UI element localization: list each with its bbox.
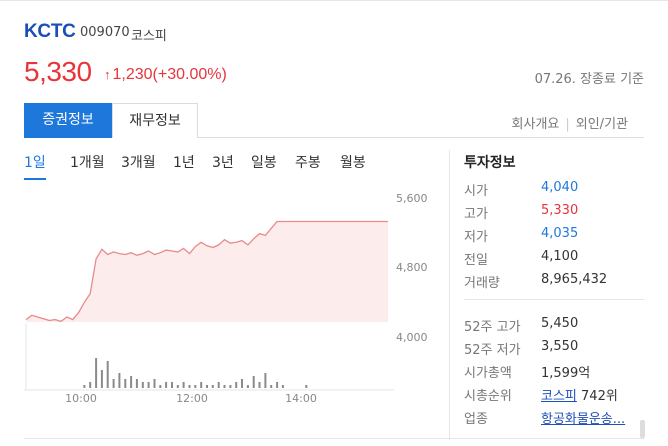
volume-bar [200, 382, 203, 388]
week52-low-label: 52주 저가 [464, 343, 521, 358]
volume-bar [118, 373, 121, 388]
high-label: 고가 [464, 207, 488, 222]
volume-bar [159, 385, 162, 388]
period-3year[interactable]: 3년 [212, 155, 234, 171]
volume-bar [206, 385, 208, 388]
period-daily[interactable]: 일봉 [251, 155, 277, 171]
price-area-fill [26, 221, 388, 322]
volume-bar [229, 385, 232, 388]
volume-bar [124, 379, 127, 388]
volume-bar [194, 385, 197, 388]
bottom-divider [24, 438, 644, 439]
tab-securities-info[interactable]: 증권정보 [24, 103, 112, 138]
stock-market: 코스피 [131, 29, 167, 44]
volume-value: 8,965,432 [541, 272, 608, 287]
high-value: 5,330 [541, 203, 579, 218]
period-1month[interactable]: 1개월 [70, 155, 105, 171]
tab-links: 회사개요 | 외인/기관 [512, 113, 628, 132]
volume-bar [264, 373, 267, 388]
price-chart[interactable]: 5,600 4,800 4,000 10:00 12:00 14:00 [24, 180, 444, 410]
link-separator: | [565, 117, 570, 132]
industry-value: 항공화물운송... [541, 408, 625, 427]
investment-info-title: 투자정보 [464, 155, 516, 171]
prev-close-label: 전일 [464, 253, 488, 268]
volume-bar [95, 358, 98, 388]
volume-bar [258, 382, 261, 388]
volume-bar [89, 382, 92, 388]
company-overview-link[interactable]: 회사개요 [511, 117, 560, 132]
volume-bar [188, 385, 191, 388]
volume-bar [100, 370, 103, 388]
volume-bar [130, 376, 133, 388]
volume-bar [276, 382, 279, 388]
x-tick-label: 10:00 [65, 392, 97, 405]
volume-bar [106, 361, 109, 388]
market-cap-label: 시가총액 [464, 366, 512, 381]
volume-bar [153, 379, 156, 388]
week52-high-value: 5,450 [541, 316, 579, 331]
vertical-divider [449, 150, 450, 440]
info-tabs: 증권정보 재무정보 회사개요 | 외인/기관 [24, 103, 644, 138]
price-change-value: 1,230(+30.00%) [112, 66, 227, 83]
price-line [25, 220, 388, 323]
rank-number: 742위 [581, 389, 618, 404]
volume-bar [246, 385, 249, 388]
current-price: 5,330 [24, 56, 92, 87]
volume-bar [171, 382, 173, 388]
stock-name[interactable]: KCTC [24, 21, 76, 42]
volume-bar [235, 382, 238, 388]
as-of-date: 07.26. 장종료 기준 [534, 72, 644, 87]
volume-bar [252, 376, 255, 388]
volume-bar [147, 382, 150, 388]
info-divider [464, 299, 644, 300]
week52-high-label: 52주 고가 [464, 320, 521, 335]
tab-financial-info[interactable]: 재무정보 [112, 103, 198, 138]
volume-bar [83, 385, 86, 388]
scrollbar[interactable] [640, 420, 645, 438]
market-cap-value: 1,599억 [541, 366, 591, 381]
x-tick-label: 14:00 [285, 392, 317, 405]
volume-bar [305, 385, 308, 388]
volume-bar [165, 382, 168, 388]
volume-bar [141, 382, 144, 388]
volume-bar [223, 385, 226, 388]
period-1year[interactable]: 1년 [173, 155, 195, 171]
y-tick-label: 5,600 [396, 192, 428, 205]
open-label: 시가 [464, 184, 488, 199]
period-3month[interactable]: 3개월 [121, 155, 156, 171]
y-tick-label: 4,800 [396, 261, 428, 274]
stock-code: 009070 [80, 25, 130, 40]
low-label: 저가 [464, 230, 488, 245]
period-weekly[interactable]: 주봉 [295, 155, 321, 171]
volume-bar [241, 379, 243, 388]
foreign-institution-link[interactable]: 외인/기관 [575, 117, 628, 132]
top-divider [0, 0, 668, 1]
arrow-up-icon: ↑ [104, 67, 111, 82]
volume-label: 거래량 [464, 276, 500, 291]
volume-bar [112, 379, 115, 388]
open-value: 4,040 [541, 180, 579, 195]
volume-bar [135, 379, 138, 388]
volume-bar [176, 385, 179, 388]
low-value: 4,035 [541, 226, 579, 241]
x-tick-label: 12:00 [176, 392, 208, 405]
volume-bar [182, 382, 185, 388]
period-1day[interactable]: 1일 [24, 152, 46, 180]
industry-label: 업종 [464, 412, 488, 427]
market-cap-rank-label: 시총순위 [464, 389, 512, 404]
volume-bar [211, 385, 214, 388]
period-monthly[interactable]: 월봉 [340, 155, 366, 171]
week52-low-value: 3,550 [541, 339, 579, 354]
prev-close-value: 4,100 [541, 249, 579, 264]
market-cap-rank-value: 코스피 742위 [541, 385, 618, 404]
industry-link[interactable]: 항공화물운송... [541, 412, 626, 427]
rank-market-link[interactable]: 코스피 [541, 389, 577, 404]
volume-bar [270, 385, 273, 388]
volume-bar [217, 382, 220, 388]
volume-bar [281, 385, 284, 388]
y-tick-label: 4,000 [396, 331, 428, 344]
price-change: ↑ 1,230(+30.00%) [104, 66, 227, 84]
